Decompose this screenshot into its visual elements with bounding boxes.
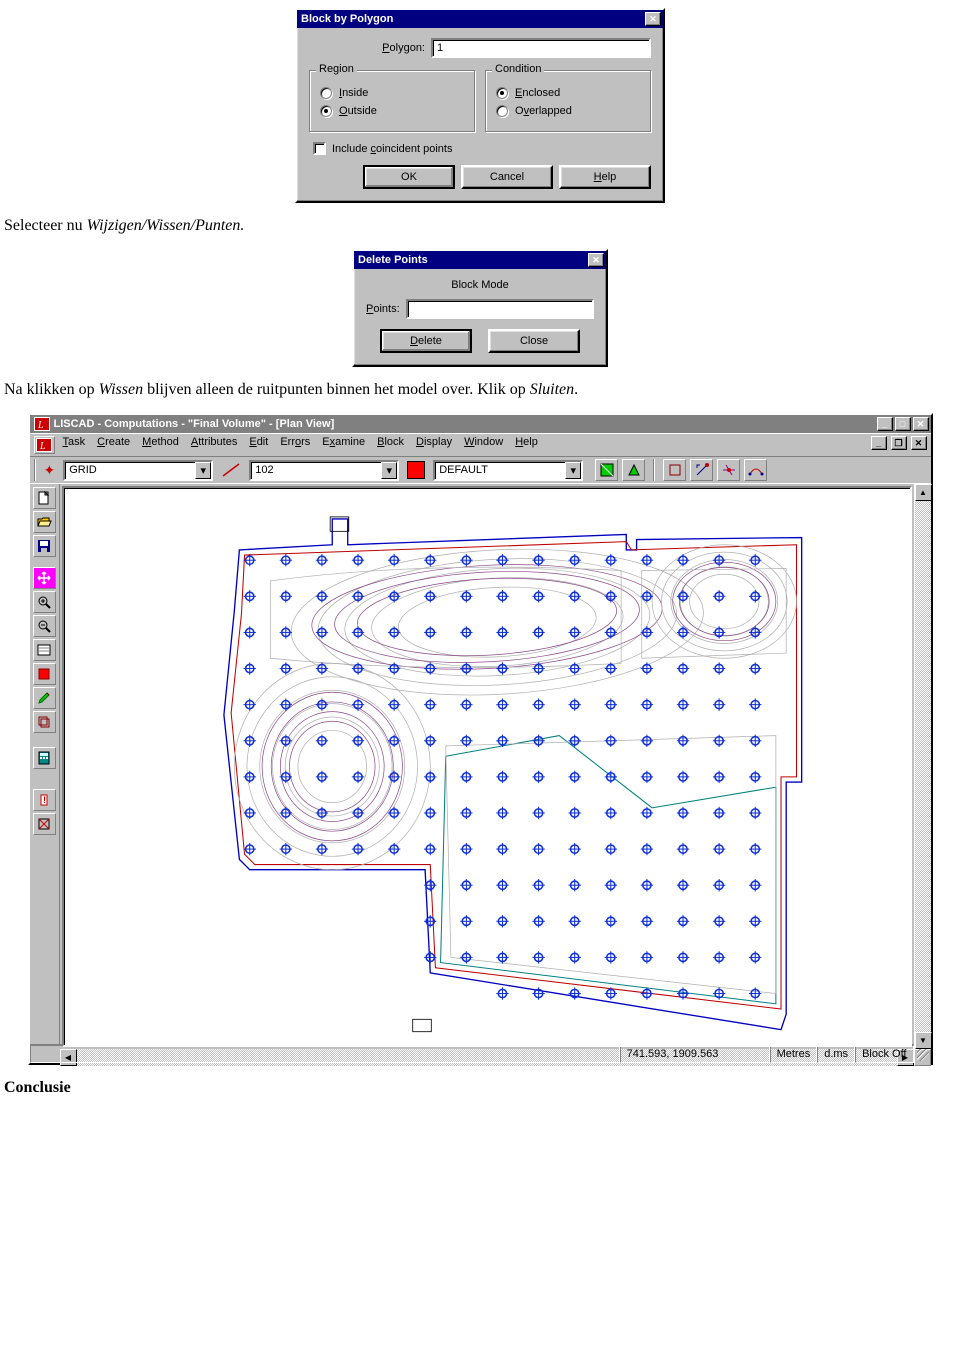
region-group-label: Region bbox=[316, 63, 357, 75]
chevron-down-icon[interactable]: ▾ bbox=[195, 462, 211, 479]
menu-eamine[interactable]: Examine bbox=[316, 434, 371, 450]
layer-combo[interactable]: GRID ▾ bbox=[63, 460, 213, 481]
stop-icon[interactable] bbox=[33, 663, 56, 685]
condition-enclosed-radio[interactable]: Enclosed bbox=[496, 87, 640, 99]
conclusion-heading: Conclusie bbox=[4, 1079, 960, 1097]
polygon-input[interactable] bbox=[431, 38, 651, 58]
menu-block[interactable]: Block bbox=[371, 434, 410, 450]
app-icon: L bbox=[34, 417, 50, 431]
region-inside-radio[interactable]: Inside bbox=[320, 87, 464, 99]
toolbar: ✦ GRID ▾ 102 ▾ DEFAULT ▾ bbox=[30, 456, 931, 484]
chevron-down-icon[interactable]: ▾ bbox=[565, 462, 581, 479]
menu-help[interactable]: Help bbox=[509, 434, 544, 450]
svg-text:L: L bbox=[37, 420, 44, 431]
point-symbol-icon: ✦ bbox=[44, 462, 56, 479]
child-minimize-icon[interactable]: _ bbox=[871, 436, 887, 450]
include-coincident-checkbox[interactable]: Include coincident points bbox=[313, 142, 651, 155]
layers-icon[interactable] bbox=[33, 711, 56, 733]
status-coords: 741.593, 1909.563 bbox=[620, 1045, 770, 1063]
menu-display[interactable]: Display bbox=[410, 434, 458, 450]
zoom-in-icon[interactable] bbox=[33, 591, 56, 613]
menubar: L TaskCreateMethodAttributesEditErrorsEx… bbox=[30, 433, 931, 456]
child-maximize-icon[interactable]: ❐ bbox=[891, 436, 907, 450]
points-input[interactable] bbox=[406, 299, 594, 319]
status-block: Block Off bbox=[855, 1045, 913, 1063]
help-button[interactable]: Help bbox=[559, 165, 651, 189]
open-icon[interactable] bbox=[33, 511, 56, 533]
dialog-title: Block by Polygon bbox=[301, 13, 643, 25]
group-combo[interactable]: DEFAULT ▾ bbox=[433, 460, 583, 481]
chevron-down-icon[interactable]: ▾ bbox=[381, 462, 397, 479]
menu-attributes[interactable]: Attributes bbox=[185, 434, 243, 450]
delete-button[interactable]: Delete bbox=[380, 329, 472, 353]
close-icon[interactable]: ✕ bbox=[645, 12, 661, 26]
cancel-tool-icon[interactable] bbox=[33, 813, 56, 835]
body-text-1: Selecteer nu Wijzigen/Wissen/Punten. bbox=[4, 217, 960, 235]
snap-icon-2[interactable] bbox=[690, 459, 713, 481]
color-swatch[interactable] bbox=[407, 461, 425, 479]
scroll-up-icon[interactable]: ▲ bbox=[915, 484, 932, 501]
menu-create[interactable]: Create bbox=[91, 434, 136, 450]
snap-icon-3[interactable] bbox=[717, 459, 740, 481]
svg-text:L: L bbox=[39, 441, 46, 452]
dialog-title: Delete Points bbox=[358, 254, 586, 266]
plan-drawing bbox=[64, 488, 910, 1045]
close-button[interactable]: Close bbox=[488, 329, 580, 353]
condition-overlapped-radio[interactable]: Overlapped bbox=[496, 105, 640, 117]
zoom-out-icon[interactable] bbox=[33, 615, 56, 637]
zoom-extents-icon[interactable] bbox=[33, 639, 56, 661]
tool-icon-2[interactable] bbox=[622, 459, 645, 481]
liscad-app-window: L LISCAD - Computations - "Final Volume"… bbox=[28, 413, 933, 1065]
line-style-icon bbox=[221, 462, 241, 478]
condition-group-label: Condition bbox=[492, 63, 544, 75]
maximize-icon[interactable]: □ bbox=[895, 417, 911, 431]
status-angle: d.ms bbox=[817, 1045, 855, 1063]
child-close-icon[interactable]: ✕ bbox=[911, 436, 927, 450]
polygon-label: Polygon: bbox=[382, 42, 425, 54]
close-icon[interactable]: ✕ bbox=[913, 417, 929, 431]
status-message bbox=[30, 1045, 620, 1063]
region-outside-radio[interactable]: Outside bbox=[320, 105, 464, 117]
svg-text:!: ! bbox=[43, 795, 46, 805]
ok-button[interactable]: OK bbox=[363, 165, 455, 189]
cancel-button[interactable]: Cancel bbox=[461, 165, 553, 189]
vertical-scrollbar[interactable]: ▲ ▼ bbox=[914, 484, 931, 1049]
menu-edit[interactable]: Edit bbox=[243, 434, 274, 450]
menu-window[interactable]: Window bbox=[458, 434, 509, 450]
block-mode-label: Block Mode bbox=[366, 279, 594, 291]
menu-errrs[interactable]: Errors bbox=[274, 434, 316, 450]
side-toolbar: ! bbox=[30, 484, 60, 1044]
edit-icon[interactable] bbox=[33, 687, 56, 709]
calc-icon[interactable] bbox=[33, 747, 56, 769]
menu-task[interactable]: Task bbox=[57, 434, 92, 450]
pan-icon[interactable] bbox=[33, 567, 56, 589]
delete-points-dialog: Delete Points ✕ Block Mode Points: Delet… bbox=[352, 249, 608, 367]
tool-icon-1[interactable] bbox=[595, 459, 618, 481]
resize-grip[interactable] bbox=[914, 1045, 931, 1063]
menu-method[interactable]: Method bbox=[136, 434, 185, 450]
app-title: LISCAD - Computations - "Final Volume" -… bbox=[54, 418, 875, 430]
code-combo[interactable]: 102 ▾ bbox=[249, 460, 399, 481]
close-icon[interactable]: ✕ bbox=[588, 253, 604, 267]
plan-view-canvas[interactable] bbox=[62, 486, 912, 1047]
snap-icon-4[interactable] bbox=[744, 459, 767, 481]
app-menu-icon[interactable]: L bbox=[34, 436, 55, 454]
minimize-icon[interactable]: _ bbox=[877, 417, 893, 431]
new-icon[interactable] bbox=[33, 487, 56, 509]
status-units: Metres bbox=[770, 1045, 818, 1063]
warning-icon[interactable]: ! bbox=[33, 789, 56, 811]
block-by-polygon-dialog: Block by Polygon ✕ Polygon: Region Insid… bbox=[295, 8, 665, 203]
save-icon[interactable] bbox=[33, 535, 56, 557]
body-text-2: Na klikken op Wissen blijven alleen de r… bbox=[4, 381, 960, 399]
points-label: Points: bbox=[366, 303, 400, 315]
snap-icon-1[interactable] bbox=[663, 459, 686, 481]
